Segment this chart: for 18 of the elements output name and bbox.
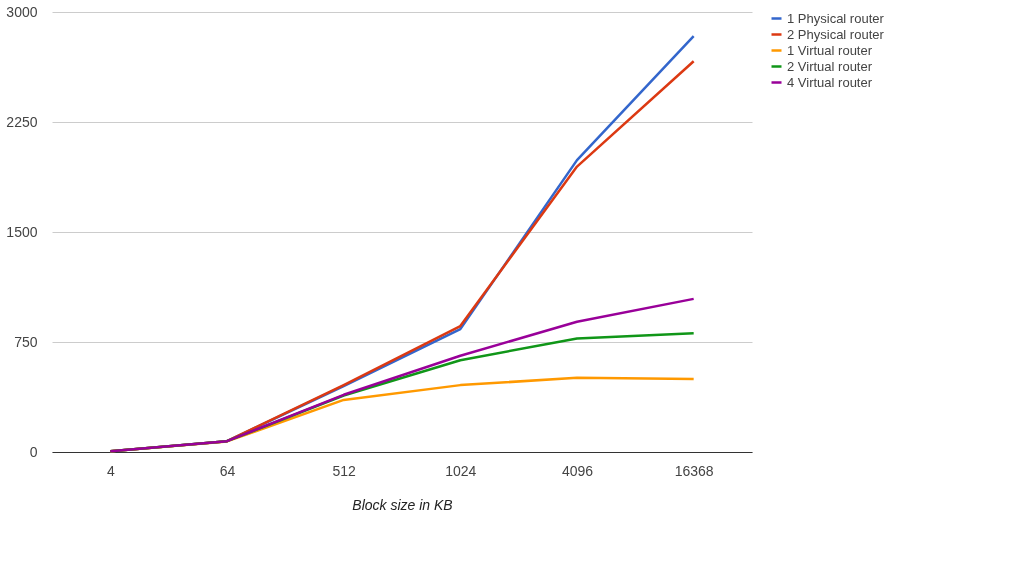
legend-label: 1 Physical router	[787, 10, 885, 26]
x-tick-label: 4	[106, 462, 115, 479]
x-tick-label: 512	[332, 462, 357, 479]
y-tick-label: 3000	[6, 3, 38, 20]
legend-label: 2 Physical router	[787, 26, 885, 42]
y-tick-label: 1500	[6, 223, 38, 240]
legend-label: 2 Virtual router	[787, 58, 873, 74]
line-series	[109, 297, 695, 453]
x-axis-title: Block size in KB	[352, 496, 453, 513]
x-tick-label: 4096	[561, 462, 594, 479]
x-tick-label: 1024	[445, 462, 477, 479]
x-tick-label: 64	[219, 462, 236, 479]
x-tick-label: 16368	[674, 462, 714, 479]
y-tick-label: 2250	[6, 113, 38, 130]
legend-label: 1 Virtual router	[787, 42, 873, 58]
y-tick-label: 750	[14, 333, 38, 350]
y-tick-label: 0	[29, 443, 38, 460]
legend-label: 4 Virtual router	[787, 74, 873, 90]
